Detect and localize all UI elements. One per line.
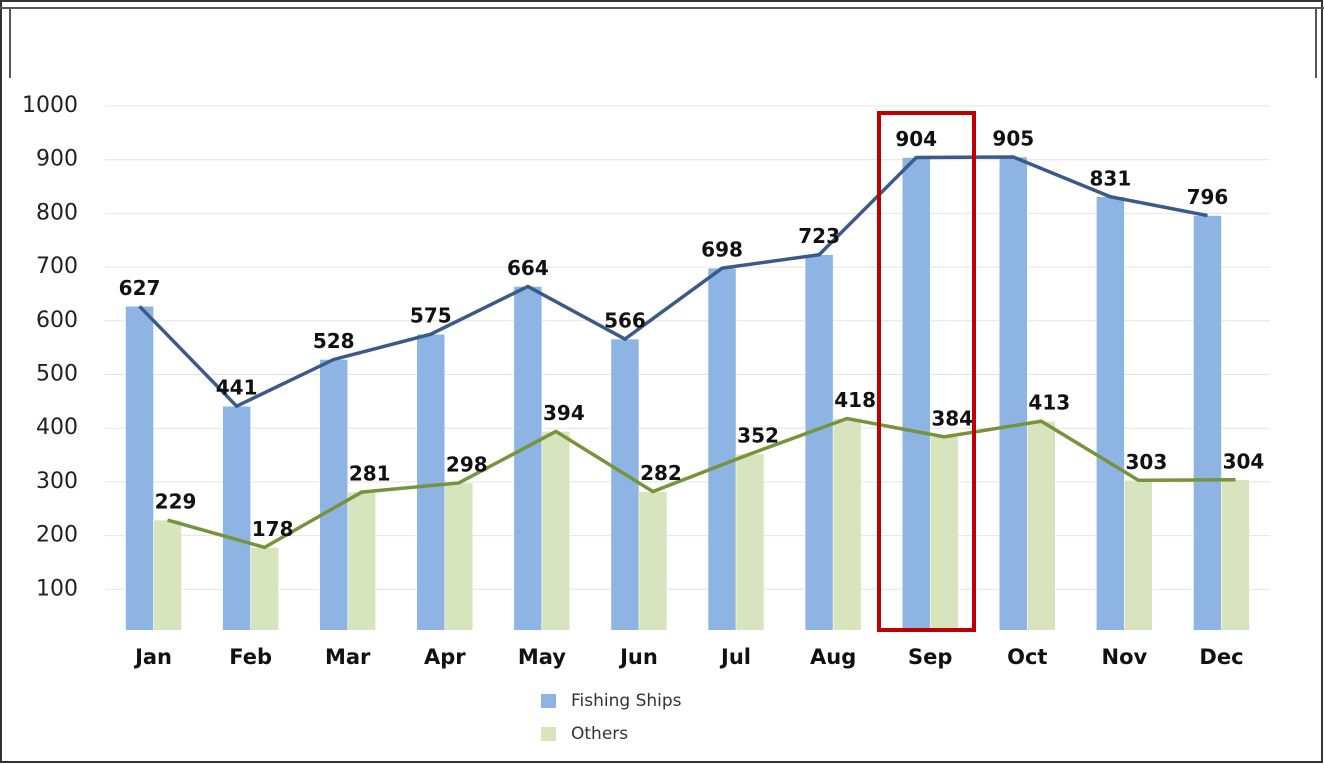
- y-tick-label: 900: [36, 147, 78, 172]
- value-label: 282: [640, 461, 682, 485]
- bar: [999, 156, 1028, 644]
- highlight-box: [877, 111, 976, 632]
- x-tick-label: Feb: [229, 645, 272, 669]
- value-label: 418: [834, 388, 876, 412]
- value-label: 394: [543, 401, 585, 425]
- value-label: 352: [737, 423, 779, 447]
- bar: [347, 491, 376, 644]
- bar: [929, 436, 959, 644]
- value-label: 304: [1223, 449, 1265, 473]
- value-label: 566: [604, 309, 646, 333]
- y-tick-label: 400: [36, 415, 78, 440]
- x-tick-label: Jul: [719, 645, 751, 669]
- value-label: 796: [1187, 185, 1229, 209]
- value-label: 831: [1090, 166, 1132, 190]
- value-label: 229: [155, 490, 197, 514]
- legend-swatch: [541, 694, 556, 708]
- y-tick-label: 500: [36, 362, 78, 387]
- bar: [1221, 479, 1250, 644]
- legend-label: Others: [571, 724, 628, 744]
- value-label: 303: [1126, 450, 1168, 474]
- value-label: 575: [410, 304, 452, 328]
- x-tick-label: Apr: [424, 645, 466, 669]
- bar: [250, 547, 279, 644]
- legend-label: Fishing Ships: [571, 691, 682, 711]
- bar: [222, 405, 251, 644]
- x-tick-label: Jun: [618, 645, 658, 669]
- y-tick-label: 600: [36, 308, 78, 333]
- x-tick-label: Nov: [1102, 645, 1148, 669]
- bar: [1096, 196, 1125, 644]
- bar: [1027, 420, 1056, 644]
- value-label: 723: [798, 224, 840, 248]
- bar: [125, 306, 154, 644]
- y-tick-label: 800: [36, 200, 78, 225]
- bar: [416, 333, 446, 644]
- line: [138, 155, 1208, 409]
- value-label: 904: [895, 127, 937, 151]
- bar: [901, 157, 931, 644]
- x-tick-label: Sep: [908, 645, 952, 669]
- bar: [610, 338, 640, 644]
- bar: [804, 254, 834, 644]
- value-label: 178: [252, 517, 294, 541]
- y-tick-label: 300: [36, 469, 78, 494]
- value-label: 905: [992, 127, 1034, 151]
- bar: [735, 453, 765, 644]
- bar: [513, 286, 543, 644]
- bar: [707, 267, 737, 644]
- x-tick-label: Mar: [325, 645, 371, 669]
- bar: [444, 482, 474, 644]
- plot: 100 200 300 400 500 600 700 800 900 1000 627 441 528…: [22, 93, 1270, 744]
- y-tick-label: 1000: [22, 93, 78, 118]
- value-label: 528: [313, 329, 355, 353]
- x-tick-label: Aug: [810, 645, 856, 669]
- y-tick-label: 100: [36, 576, 78, 601]
- axis-band: [60, 630, 1270, 700]
- bar: [1193, 215, 1222, 644]
- value-label: 281: [349, 462, 391, 486]
- bar: [153, 519, 182, 644]
- x-tick-label: Dec: [1199, 645, 1243, 669]
- bar: [638, 491, 668, 644]
- value-label: 298: [446, 452, 488, 476]
- value-label: 698: [701, 238, 743, 262]
- y-tick-label: 700: [36, 254, 78, 279]
- value-label: 413: [1028, 391, 1070, 415]
- x-tick-label: Oct: [1007, 645, 1047, 669]
- x-tick-label: Jan: [133, 645, 172, 669]
- bar: [1124, 480, 1153, 644]
- bar: [832, 418, 862, 644]
- bar: [541, 431, 571, 644]
- value-label: 384: [931, 406, 973, 430]
- value-label: 441: [216, 376, 258, 400]
- value-label: 664: [507, 256, 549, 280]
- y-tick-label: 200: [36, 523, 78, 548]
- legend-swatch: [541, 727, 556, 741]
- value-label: 627: [119, 276, 161, 300]
- line: [167, 416, 1236, 550]
- x-tick-label: May: [518, 645, 566, 669]
